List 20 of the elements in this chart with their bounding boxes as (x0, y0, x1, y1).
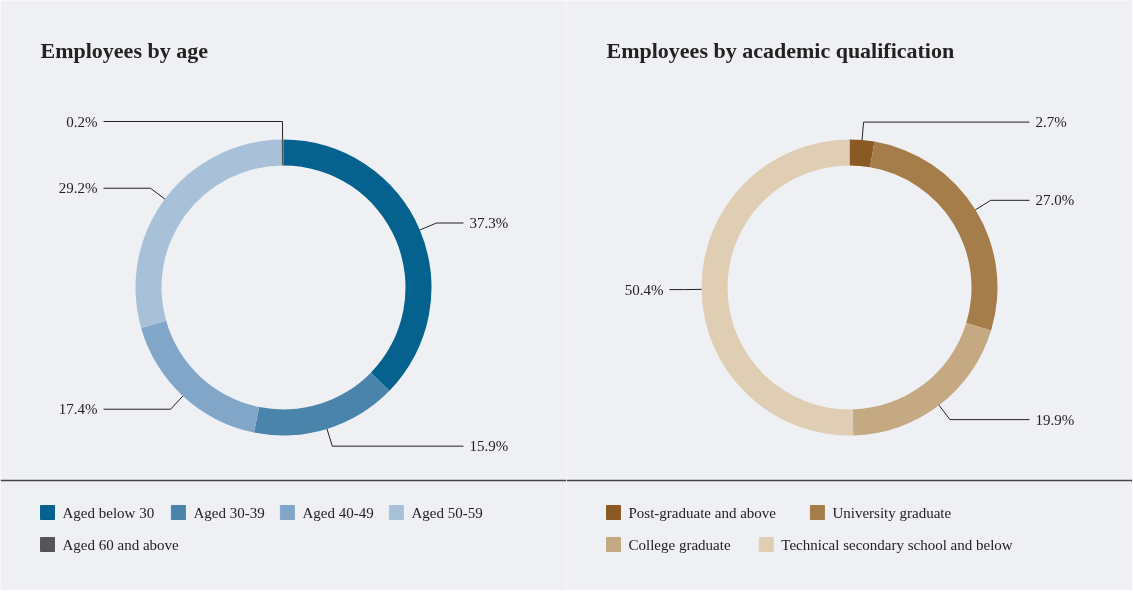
legend-label: Aged 40-49 (302, 504, 374, 521)
data-label: 27.0% (1035, 192, 1075, 209)
legend-label: College graduate (628, 536, 731, 553)
data-label: 17.4% (58, 401, 98, 418)
legend-label: University graduate (832, 504, 952, 521)
legend-label: Aged 50-59 (411, 504, 483, 521)
legend-label: Aged 30-39 (193, 504, 265, 521)
legend-label: Post-graduate and above (628, 504, 777, 521)
data-label: 2.7% (1035, 114, 1067, 131)
data-label: 15.9% (469, 438, 509, 455)
legend-label: Aged below 30 (62, 504, 155, 521)
chart-title: Employees by age (40, 38, 209, 63)
legend-label: Aged 60 and above (62, 536, 180, 553)
data-label: 19.9% (1035, 411, 1075, 428)
chart-title: Employees by academic qualification (606, 38, 955, 63)
legend-label: Technical secondary school and below (781, 536, 1013, 553)
data-label: 0.2% (66, 113, 98, 130)
data-label: 37.3% (469, 215, 509, 232)
data-label: 50.4% (624, 281, 664, 298)
data-label: 29.2% (58, 180, 98, 197)
